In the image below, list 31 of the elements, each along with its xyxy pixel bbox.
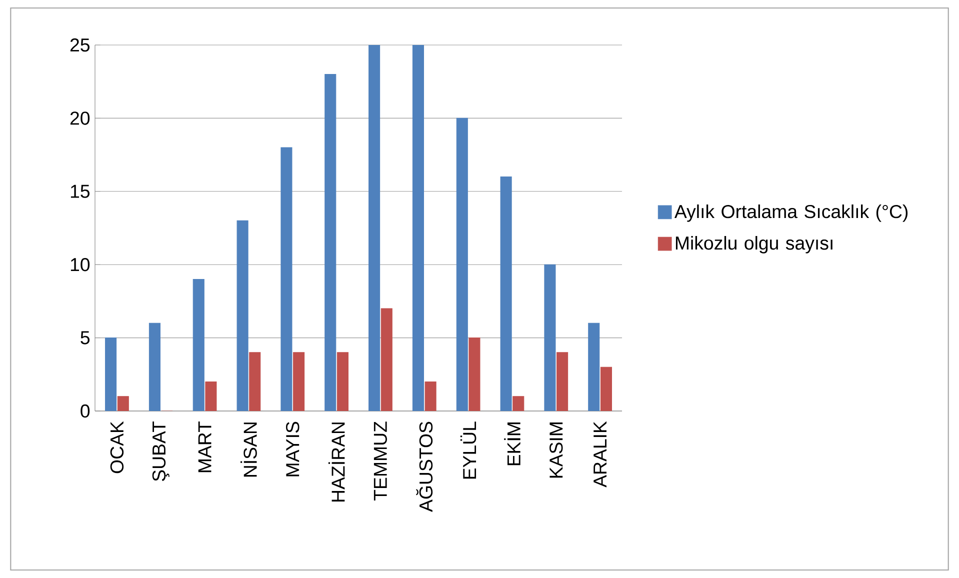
y-tick-label: 20 (70, 112, 90, 125)
bar (468, 338, 480, 411)
y-tick-label: 5 (80, 331, 90, 344)
x-tick-label: MAYIS (286, 422, 300, 476)
x-tick-label: OCAK (110, 421, 124, 474)
bar (336, 352, 348, 411)
bar (600, 366, 612, 411)
y-tick-label: 0 (80, 404, 90, 418)
x-tick-label: MART (198, 421, 212, 472)
bar (556, 352, 568, 411)
legend-label: Aylık Ortalama Sıcaklık (°C) (674, 204, 908, 222)
x-tick-label: KASIM (550, 422, 563, 478)
x-tick-label: NİSAN (240, 422, 257, 477)
x-tick-label: ŞUBAT (152, 421, 170, 482)
bar (293, 352, 305, 411)
y-tick-label: 15 (70, 184, 90, 198)
x-tick-label: AĞUSTOS (416, 422, 433, 512)
y-tick-label: 10 (70, 258, 90, 272)
bar (249, 352, 261, 411)
x-tick-label: HAZİRAN (328, 422, 345, 502)
y-tick-label: 25 (70, 38, 90, 52)
x-tick-label: EYLÜL (460, 422, 476, 479)
bar (380, 308, 392, 411)
bar (512, 396, 524, 411)
x-tick-label: ARALIK (594, 421, 606, 488)
legend-label: Mikozlu olgu sayısı (676, 236, 832, 254)
bar (117, 396, 129, 411)
bar (424, 381, 436, 411)
x-tick-label: EKİM (504, 422, 520, 466)
bar (205, 381, 217, 411)
x-tick-label: TEMMUZ (374, 422, 387, 500)
